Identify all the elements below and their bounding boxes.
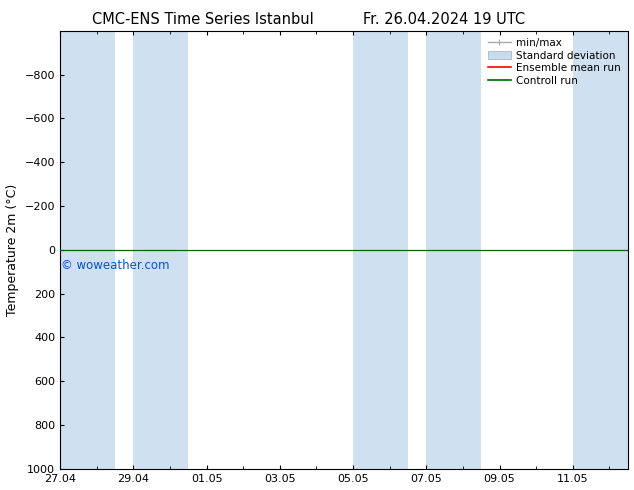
Text: © woweather.com: © woweather.com	[60, 259, 169, 271]
Legend: min/max, Standard deviation, Ensemble mean run, Controll run: min/max, Standard deviation, Ensemble me…	[486, 36, 623, 88]
Bar	[60, 31, 115, 469]
Text: CMC-ENS Time Series Istanbul: CMC-ENS Time Series Istanbul	[92, 12, 314, 27]
Text: Fr. 26.04.2024 19 UTC: Fr. 26.04.2024 19 UTC	[363, 12, 525, 27]
Bar	[573, 31, 628, 469]
Bar	[133, 31, 188, 469]
Y-axis label: Temperature 2m (°C): Temperature 2m (°C)	[6, 184, 19, 316]
Bar	[353, 31, 408, 469]
Bar	[426, 31, 481, 469]
